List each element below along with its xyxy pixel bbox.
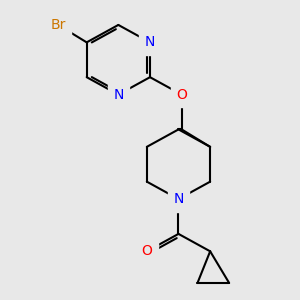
Text: O: O: [141, 244, 152, 258]
Text: N: N: [113, 88, 124, 102]
Text: N: N: [145, 35, 155, 50]
Text: N: N: [173, 192, 184, 206]
Text: O: O: [176, 88, 187, 102]
Text: Br: Br: [50, 18, 66, 32]
